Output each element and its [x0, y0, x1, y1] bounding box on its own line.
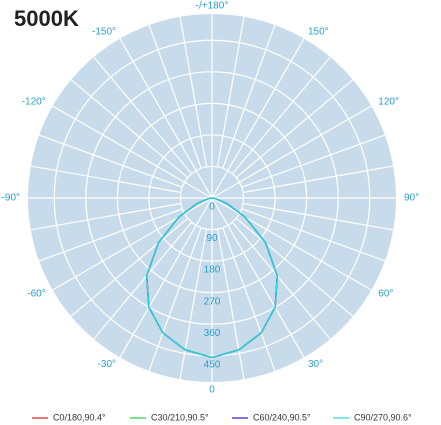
theta-tick-label: 60° — [378, 289, 393, 300]
r-tick-label: 0 — [209, 202, 215, 213]
legend-label: C90/270,90.6° — [354, 412, 412, 422]
spoke — [211, 197, 372, 291]
theta-tick-label: -150° — [92, 26, 116, 37]
theta-tick-label: 0 — [209, 385, 215, 396]
spoke — [148, 24, 202, 169]
grid-ring — [53, 39, 371, 357]
spoke — [222, 24, 276, 169]
r-tick-label: 450 — [204, 359, 221, 370]
spoke — [93, 56, 193, 175]
spoke — [52, 105, 213, 199]
spoke — [241, 208, 386, 262]
spoke — [179, 16, 208, 168]
legend-label: C0/180,90.4° — [53, 412, 106, 422]
spoke — [38, 134, 183, 188]
spoke — [70, 79, 189, 179]
spoke — [211, 105, 372, 199]
spoke — [179, 228, 208, 380]
theta-tick-label: 30° — [308, 359, 323, 370]
spoke — [211, 197, 305, 358]
spoke — [241, 134, 386, 188]
grid-ring — [116, 102, 308, 294]
spoke — [119, 38, 213, 199]
theta-tick-label: 90° — [404, 193, 419, 204]
spoke — [30, 202, 182, 231]
grid-ring — [148, 134, 276, 262]
spoke — [70, 217, 189, 317]
r-tick-label: 360 — [204, 328, 221, 339]
spoke — [242, 202, 394, 231]
spoke — [38, 208, 183, 262]
spoke — [231, 221, 331, 340]
spoke — [211, 38, 305, 199]
theta-tick-label: -/+180° — [196, 1, 229, 12]
spoke — [216, 228, 245, 380]
spoke — [231, 56, 331, 175]
spoke — [30, 165, 182, 194]
spoke — [119, 197, 213, 358]
legend-label: C60/240,90.5° — [253, 412, 311, 422]
r-tick-label: 90 — [206, 233, 218, 244]
grid-ring — [85, 71, 339, 325]
spoke — [216, 16, 245, 168]
theta-tick-label: -90° — [2, 193, 20, 204]
chart-title: 5000K — [14, 6, 79, 31]
theta-tick-label: -120° — [22, 97, 46, 108]
r-tick-label: 270 — [204, 296, 221, 307]
series-line — [146, 197, 278, 359]
r-tick-label: 180 — [204, 265, 221, 276]
theta-tick-label: 150° — [308, 26, 329, 37]
theta-tick-label: 120° — [378, 97, 399, 108]
spoke — [235, 79, 354, 179]
theta-tick-label: -60° — [27, 289, 45, 300]
spoke — [148, 227, 202, 372]
spoke — [52, 197, 213, 291]
spoke — [242, 165, 394, 194]
spoke — [93, 221, 193, 340]
legend-label: C30/210,90.5° — [151, 412, 209, 422]
spoke — [222, 227, 276, 372]
theta-tick-label: -30° — [98, 359, 116, 370]
spoke — [235, 217, 354, 317]
grid-ring — [179, 165, 245, 231]
